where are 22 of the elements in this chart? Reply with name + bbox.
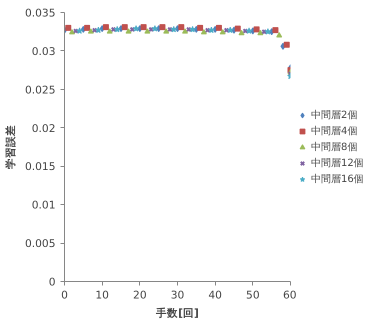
y-tick-label: 0.01 <box>32 198 56 212</box>
y-axis-title: 学習誤差 <box>4 125 17 169</box>
legend-label: 中間層8個 <box>311 140 358 154</box>
y-tick-label: 0.005 <box>24 237 56 250</box>
x-tick-label: 20 <box>133 288 147 302</box>
y-tick-label: 0 <box>48 276 56 288</box>
legend-label: 中間層4個 <box>311 124 358 138</box>
x-axis-title: 手数[回] <box>155 306 199 320</box>
y-tick-label: 0.025 <box>24 83 56 96</box>
x-tick-label: 60 <box>282 288 297 302</box>
x-tick-label: 10 <box>95 288 110 302</box>
y-tick-label: 0.03 <box>32 44 56 58</box>
legend-label: 中間層12個 <box>311 156 364 170</box>
y-tick-label: 0.015 <box>24 160 56 174</box>
legend-label: 中間層16個 <box>311 172 364 186</box>
y-tick-label: 0.02 <box>32 122 56 135</box>
x-tick-label: 50 <box>246 288 260 302</box>
x-tick-label: 0 <box>61 288 68 302</box>
x-tick-label: 30 <box>170 288 184 302</box>
y-tick-label: 0.035 <box>24 6 56 20</box>
x-tick-label: 40 <box>208 288 222 302</box>
legend-label: 中間層2個 <box>311 108 358 122</box>
